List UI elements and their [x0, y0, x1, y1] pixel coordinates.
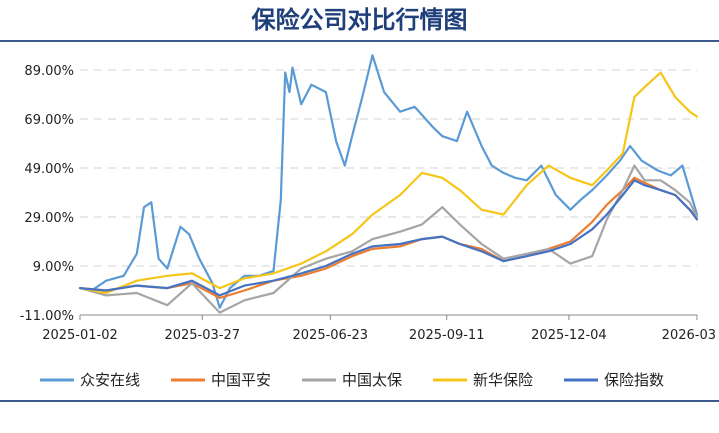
x-tick-label: 2026-03 — [662, 328, 716, 343]
grid-lines — [80, 69, 697, 267]
chart-title: 保险公司对比行情图 — [251, 6, 468, 34]
series-line-5 — [78, 179, 699, 297]
y-tick-label: -11.00% — [20, 309, 74, 324]
legend-label: 众安在线 — [80, 371, 140, 389]
x-tick-label: 2025-12-04 — [531, 328, 607, 343]
y-tick-label: 69.00% — [24, 113, 74, 128]
axes: -11.00% 9.00% 29.00% 49.00% 69.00% 89.00% 2025… — [20, 64, 716, 343]
series-line-1 — [78, 54, 699, 309]
legend-label: 中国太保 — [342, 371, 402, 389]
y-tick-label: 49.00% — [24, 162, 74, 177]
legend-label: 中国平安 — [211, 371, 271, 389]
legend-label: 新华保险 — [473, 371, 533, 389]
x-tick-label: 2025-01-02 — [42, 328, 118, 343]
x-tick-label: 2025-09-11 — [409, 328, 485, 343]
y-tick-label: 29.00% — [24, 211, 74, 226]
series-lines — [78, 54, 699, 314]
x-tick-label: 2025-06-23 — [293, 328, 369, 343]
y-tick-label: 9.00% — [33, 260, 74, 275]
y-tick-label: 89.00% — [24, 64, 74, 79]
legend-label: 保险指数 — [604, 371, 664, 389]
series-line-3 — [78, 164, 699, 314]
x-tick-label: 2025-03-27 — [164, 328, 240, 343]
series-line-4 — [78, 71, 699, 295]
legend: 众安在线 中国平安 中国太保 新华保险 保险指数 — [40, 371, 664, 389]
